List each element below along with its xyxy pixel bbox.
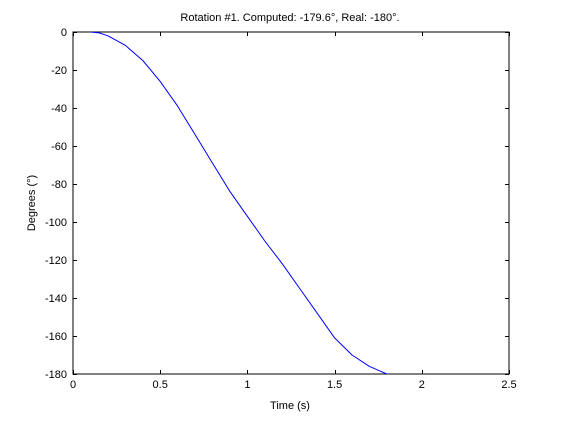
x-tick-label: 0.5 (153, 379, 168, 391)
y-tick-label: -140 (45, 293, 67, 305)
x-axis-label: Time (s) (270, 400, 310, 412)
y-axis-label: Degrees (°) (26, 175, 38, 231)
y-tick-label: -80 (51, 179, 67, 191)
plot-area: 0 0.5 1 1.5 2 2.5 0 -20 -40 -60 -80 -100 -120 -140 -16… (45, 27, 517, 391)
x-tick-label: 2.5 (501, 379, 516, 391)
x-tick-label: 2 (419, 379, 425, 391)
y-tick-label: -120 (45, 255, 67, 267)
y-tick-label: -60 (51, 141, 67, 153)
series-line (90, 32, 390, 374)
y-tick-label: -40 (51, 103, 67, 115)
x-tick-label: 1.5 (327, 379, 342, 391)
y-tick-label: 0 (61, 27, 67, 39)
axes-box (72, 31, 510, 375)
y-tick-label: -100 (45, 217, 67, 229)
chart-title: Rotation #1. Computed: -179.6°, Real: -1… (180, 12, 399, 24)
y-tick-label: -20 (51, 65, 67, 77)
x-tick-label: 1 (244, 379, 250, 391)
x-tick-label: 0 (70, 379, 76, 391)
y-tick-label: -160 (45, 331, 67, 343)
y-tick-label: -180 (45, 369, 67, 381)
